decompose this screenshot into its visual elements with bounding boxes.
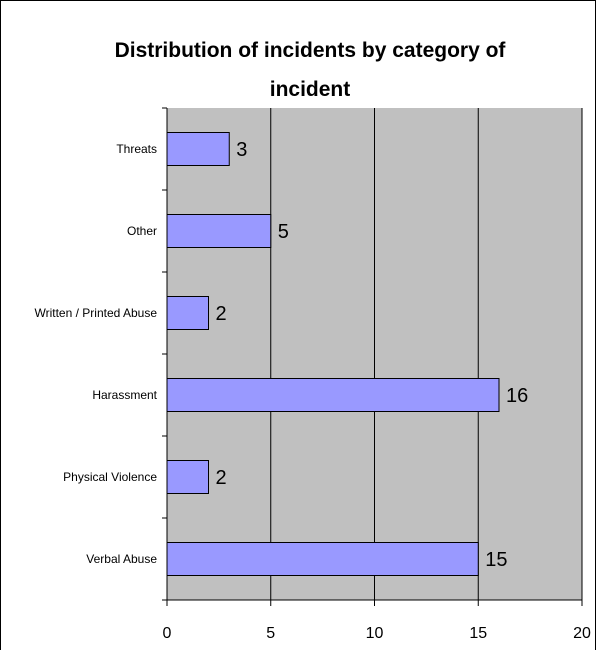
category-label: Written / Printed Abuse: [34, 306, 157, 320]
bar: [166, 378, 500, 412]
x-tick-label: 5: [266, 625, 275, 642]
data-label: 2: [216, 467, 227, 489]
data-label: 16: [506, 385, 528, 407]
data-label: 5: [278, 221, 289, 243]
category-label: Verbal Abuse: [86, 552, 157, 566]
x-tick-label: 20: [573, 625, 591, 642]
bar: [166, 296, 209, 330]
bar: [166, 214, 272, 248]
category-label: Physical Violence: [63, 470, 157, 484]
x-tick-label: 15: [469, 625, 487, 642]
x-tick-label: 0: [163, 625, 172, 642]
bar: [166, 132, 230, 166]
data-label: 15: [485, 549, 507, 571]
chart-title-line-1: Distribution of incidents by category of: [115, 39, 507, 62]
data-label: 3: [236, 139, 247, 161]
category-label: Threats: [116, 142, 157, 156]
bar: [166, 542, 479, 576]
category-label: Other: [127, 224, 157, 238]
category-label: Harassment: [92, 388, 157, 402]
data-label: 2: [216, 303, 227, 325]
x-tick-label: 10: [366, 625, 384, 642]
chart-title-line-2: incident: [270, 78, 351, 101]
bar: [166, 460, 209, 494]
